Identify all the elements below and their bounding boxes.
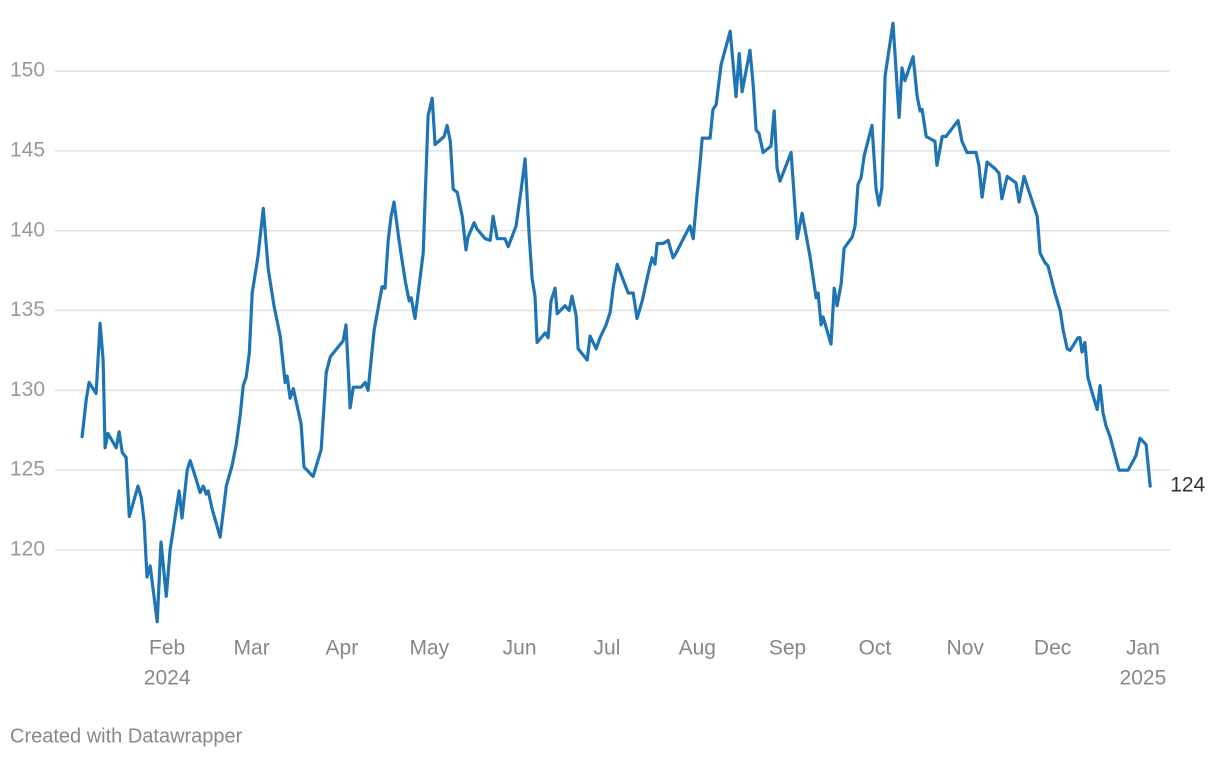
- x-tick-label: Oct: [859, 637, 892, 660]
- y-tick-label: 130: [10, 378, 45, 401]
- x-tick-label: Aug: [679, 637, 716, 660]
- x-tick-label: Feb: [149, 637, 185, 660]
- y-tick-label: 140: [10, 218, 45, 241]
- end-label: 124: [1170, 474, 1205, 497]
- x-tick-label: Jan: [1126, 637, 1160, 660]
- x-tick-label: Sep: [769, 637, 806, 660]
- x-tick-label: Jul: [594, 637, 621, 660]
- series-line: [80, 21, 1152, 624]
- x-tick-label: Dec: [1034, 637, 1071, 660]
- y-tick-label: 150: [10, 59, 45, 82]
- y-tick-label: 145: [10, 138, 45, 161]
- x-tick-label: Mar: [234, 637, 270, 660]
- x-tick-year: 2025: [1120, 667, 1167, 690]
- x-tick-year: 2024: [144, 667, 191, 690]
- x-tick-label: Nov: [947, 637, 985, 660]
- y-tick-label: 125: [10, 458, 45, 481]
- x-tick-label: May: [409, 637, 449, 660]
- x-tick-label: Apr: [326, 637, 359, 660]
- y-tick-label: 135: [10, 298, 45, 321]
- x-tick-label: Jun: [503, 637, 537, 660]
- y-tick-label: 120: [10, 538, 45, 561]
- credit: Created with Datawrapper: [10, 725, 243, 747]
